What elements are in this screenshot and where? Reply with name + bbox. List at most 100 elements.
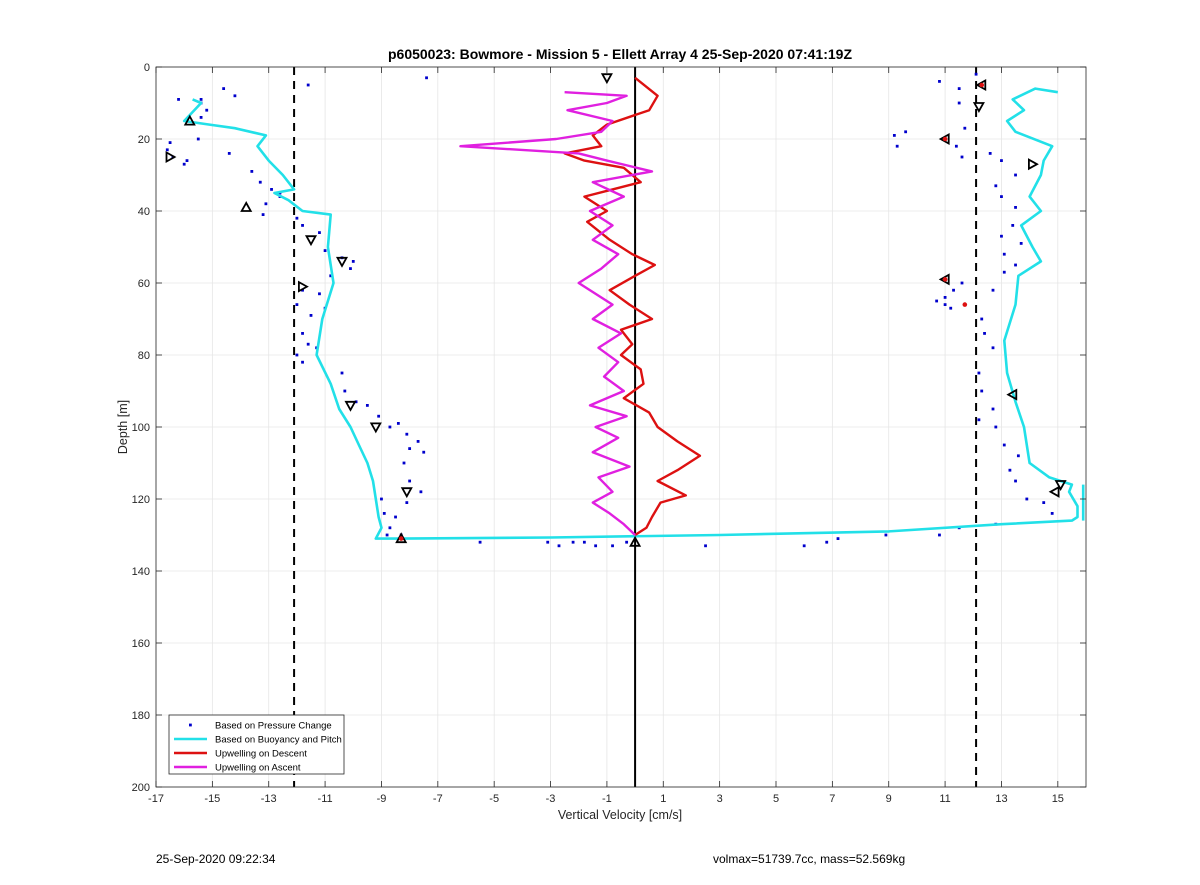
down-triangle-marker	[344, 400, 357, 412]
grid-lines	[155, 66, 1086, 788]
y-tick-label: 140	[132, 566, 150, 578]
pressure-change-point	[295, 353, 299, 357]
pressure-change-point	[557, 544, 561, 548]
pressure-change-point	[318, 292, 321, 296]
pressure-change-point	[354, 400, 358, 404]
pressure-change-point	[1014, 173, 1017, 177]
pressure-change-point	[343, 389, 347, 393]
pressure-change-point	[425, 76, 428, 80]
pressure-change-point	[546, 540, 550, 544]
pressure-change-point	[222, 87, 226, 90]
x-tick-label: -11	[318, 793, 333, 805]
pressure-change-point	[478, 540, 482, 544]
red-dot-marker	[962, 302, 968, 307]
y-tick-label: 0	[144, 62, 150, 74]
x-tick-label: -13	[261, 793, 277, 805]
pressure-change-point	[1019, 242, 1023, 245]
legend-label: Upwelling on Descent	[215, 749, 307, 760]
up-triangle-marker	[240, 201, 253, 212]
x-tick-label: 15	[1052, 793, 1064, 805]
up-triangle-marker	[183, 114, 196, 126]
pressure-change-point	[329, 274, 333, 278]
pressure-change-point	[704, 544, 707, 548]
x-tick-label: -5	[489, 793, 499, 805]
pressure-change-point	[301, 288, 304, 292]
pressure-change-point	[991, 288, 995, 292]
pressure-change-point	[295, 216, 299, 220]
x-tick-label: 9	[886, 793, 892, 805]
left-triangle-marker	[1006, 388, 1018, 401]
down-triangle-marker	[400, 487, 413, 499]
series-layer	[165, 72, 1085, 548]
pressure-change-point	[1011, 224, 1015, 227]
x-tick-label: -7	[433, 793, 443, 805]
pressure-change-point	[960, 281, 964, 285]
x-tick-label: 5	[773, 793, 779, 805]
pressure-change-point	[318, 231, 321, 234]
y-tick-label: 20	[138, 134, 150, 146]
x-tick-label: 3	[717, 793, 723, 805]
right-triangle-marker	[1028, 158, 1039, 171]
left-triangle-marker	[975, 78, 987, 92]
pressure-change-point	[802, 544, 806, 548]
pressure-change-point	[949, 306, 953, 310]
y-tick-label: 100	[132, 422, 150, 434]
pressure-change-point	[977, 418, 981, 422]
pressure-change-point	[983, 332, 986, 335]
y-tick-label: 200	[132, 782, 150, 794]
pressure-change-point	[264, 202, 268, 206]
pressure-change-point	[1008, 468, 1012, 472]
buoyancy-pitch-line	[182, 87, 1079, 540]
red-dot-marker	[942, 277, 948, 282]
pressure-change-point	[892, 134, 896, 137]
pressure-change-point	[625, 540, 629, 544]
y-tick-label: 180	[132, 710, 150, 722]
axis-ticks: -17 -15 -13 -11 -9 -7 -5 -3 -1 1 3 5 7 9 11 13 150204060…	[132, 62, 1086, 805]
pressure-change-point	[295, 303, 299, 306]
pressure-change-point	[380, 497, 383, 501]
y-axis-label: Depth [m]	[116, 400, 130, 454]
pressure-change-point	[233, 94, 237, 98]
pressure-change-point	[377, 414, 381, 418]
pressure-change-point	[396, 422, 400, 425]
down-triangle-marker	[335, 256, 349, 268]
pressure-change-point	[611, 544, 614, 548]
pressure-change-point	[935, 299, 939, 303]
legend-box	[168, 714, 345, 775]
pressure-change-point	[994, 184, 998, 188]
y-tick-label: 40	[138, 206, 150, 218]
footer-stats: volmax=51739.7cc, mass=52.569kg	[713, 852, 906, 866]
pressure-change-point	[416, 440, 420, 443]
pressure-change-point	[405, 501, 409, 504]
reference-lines	[293, 67, 978, 787]
x-tick-label: 7	[829, 793, 835, 805]
pressure-change-point	[960, 155, 964, 159]
chart-title: p6050023: Bowmore - Mission 5 - Ellett A…	[388, 46, 852, 62]
red-dot-marker	[979, 82, 985, 88]
pressure-change-point	[1002, 270, 1006, 274]
pressure-change-point	[340, 371, 344, 375]
pressure-change-point	[408, 447, 412, 450]
pressure-change-point	[177, 98, 180, 101]
pressure-change-point	[1016, 454, 1020, 458]
x-tick-label: 11	[939, 793, 950, 805]
right-triangle-marker	[165, 150, 177, 164]
left-triangle-marker	[1048, 485, 1060, 498]
x-tick-label: 1	[660, 793, 666, 805]
pressure-change-point	[323, 249, 327, 252]
pressure-change-point	[1000, 234, 1003, 238]
pressure-change-point	[895, 144, 899, 148]
pressure-change-point	[301, 332, 304, 335]
pressure-change-point	[199, 98, 203, 101]
pressure-change-point	[991, 407, 995, 411]
pressure-change-point	[408, 479, 412, 483]
pressure-change-point	[977, 371, 981, 375]
legend-swatch-scatter	[189, 723, 192, 727]
legend: Based on Pressure Change Based on Buoyanc…	[168, 714, 345, 775]
pressure-change-point	[196, 137, 200, 141]
pressure-change-point	[168, 141, 172, 144]
pressure-change-point	[938, 80, 941, 83]
pressure-change-point	[1002, 252, 1006, 256]
pressure-change-point	[582, 540, 586, 544]
pressure-change-point	[301, 360, 304, 364]
